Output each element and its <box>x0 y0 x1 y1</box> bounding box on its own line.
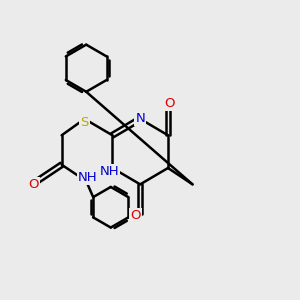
Text: O: O <box>28 178 39 191</box>
Text: NH: NH <box>78 171 98 184</box>
Text: O: O <box>164 97 175 110</box>
Text: NH: NH <box>99 165 119 178</box>
Text: N: N <box>135 112 145 125</box>
Text: O: O <box>130 209 140 222</box>
Text: S: S <box>80 116 89 129</box>
